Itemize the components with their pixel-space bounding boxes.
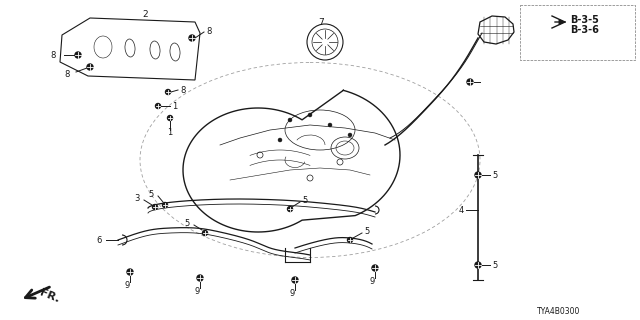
Circle shape bbox=[202, 230, 207, 236]
Circle shape bbox=[475, 172, 481, 178]
Text: 8: 8 bbox=[65, 69, 70, 78]
Circle shape bbox=[87, 64, 93, 70]
Text: 1: 1 bbox=[168, 127, 173, 137]
Text: 2: 2 bbox=[142, 10, 148, 19]
Circle shape bbox=[288, 118, 292, 122]
Circle shape bbox=[348, 133, 352, 137]
Text: 5: 5 bbox=[492, 260, 497, 269]
Text: 5: 5 bbox=[185, 219, 190, 228]
Circle shape bbox=[168, 116, 173, 121]
Text: 8: 8 bbox=[180, 85, 186, 94]
Text: 5: 5 bbox=[302, 196, 307, 204]
Circle shape bbox=[152, 204, 157, 210]
Circle shape bbox=[348, 237, 353, 243]
Text: 5: 5 bbox=[364, 227, 369, 236]
Circle shape bbox=[475, 262, 481, 268]
Text: 1: 1 bbox=[172, 101, 177, 110]
Text: 7: 7 bbox=[318, 18, 324, 27]
Circle shape bbox=[127, 269, 133, 275]
Circle shape bbox=[308, 113, 312, 117]
Circle shape bbox=[278, 138, 282, 142]
Text: 8: 8 bbox=[206, 27, 211, 36]
Circle shape bbox=[292, 277, 298, 283]
Circle shape bbox=[163, 203, 168, 207]
Circle shape bbox=[156, 103, 161, 108]
Text: 8: 8 bbox=[51, 51, 56, 60]
Text: B-3-6: B-3-6 bbox=[570, 25, 599, 35]
Circle shape bbox=[75, 52, 81, 58]
Circle shape bbox=[372, 265, 378, 271]
Circle shape bbox=[287, 206, 292, 212]
Polygon shape bbox=[183, 90, 400, 232]
Text: FR.: FR. bbox=[38, 288, 61, 304]
Text: 9: 9 bbox=[124, 282, 130, 291]
Text: 9: 9 bbox=[289, 290, 294, 299]
Circle shape bbox=[328, 123, 332, 127]
Text: TYA4B0300: TYA4B0300 bbox=[536, 308, 580, 316]
Circle shape bbox=[189, 35, 195, 41]
Circle shape bbox=[197, 275, 203, 281]
Text: 9: 9 bbox=[195, 287, 200, 297]
Circle shape bbox=[166, 90, 170, 94]
Text: 4: 4 bbox=[459, 205, 464, 214]
Circle shape bbox=[467, 79, 473, 85]
Text: 6: 6 bbox=[97, 236, 102, 244]
Text: 3: 3 bbox=[134, 194, 140, 203]
Text: 5: 5 bbox=[492, 171, 497, 180]
Text: 5: 5 bbox=[148, 189, 154, 198]
Text: B-3-5: B-3-5 bbox=[570, 15, 599, 25]
Text: 9: 9 bbox=[369, 277, 374, 286]
